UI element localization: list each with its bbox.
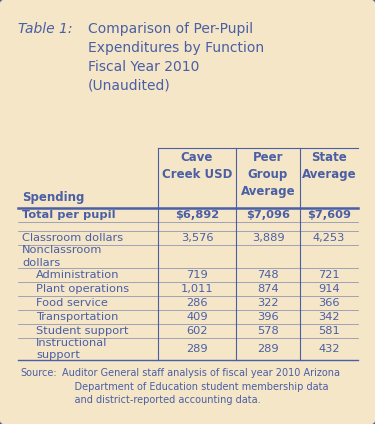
Text: 366: 366 bbox=[318, 298, 340, 308]
Text: Administration: Administration bbox=[36, 270, 120, 280]
Text: 432: 432 bbox=[318, 344, 340, 354]
Text: State
Average: State Average bbox=[302, 151, 356, 181]
Text: 289: 289 bbox=[186, 344, 208, 354]
Text: Instructional
support: Instructional support bbox=[36, 338, 107, 360]
Text: 748: 748 bbox=[257, 270, 279, 280]
Text: 874: 874 bbox=[257, 284, 279, 294]
Text: $7,609: $7,609 bbox=[307, 210, 351, 220]
Text: Cave
Creek USD: Cave Creek USD bbox=[162, 151, 232, 181]
Text: 581: 581 bbox=[318, 326, 340, 336]
Text: 289: 289 bbox=[257, 344, 279, 354]
Text: Student support: Student support bbox=[36, 326, 129, 336]
Text: 578: 578 bbox=[257, 326, 279, 336]
Text: 286: 286 bbox=[186, 298, 208, 308]
Text: Source:: Source: bbox=[20, 368, 57, 378]
Text: Nonclassroom
dollars: Nonclassroom dollars bbox=[22, 245, 102, 268]
Text: Auditor General staff analysis of fiscal year 2010 Arizona
    Department of Edu: Auditor General staff analysis of fiscal… bbox=[62, 368, 340, 405]
Text: 721: 721 bbox=[318, 270, 340, 280]
Text: Plant operations: Plant operations bbox=[36, 284, 129, 294]
Text: Total per pupil: Total per pupil bbox=[22, 210, 116, 220]
Text: 409: 409 bbox=[186, 312, 208, 322]
Text: 3,889: 3,889 bbox=[252, 233, 284, 243]
Text: 602: 602 bbox=[186, 326, 208, 336]
Text: Food service: Food service bbox=[36, 298, 108, 308]
Text: 1,011: 1,011 bbox=[181, 284, 213, 294]
Text: 4,253: 4,253 bbox=[313, 233, 345, 243]
Text: 3,576: 3,576 bbox=[181, 233, 213, 243]
Text: Table 1:: Table 1: bbox=[18, 22, 72, 36]
Text: 396: 396 bbox=[257, 312, 279, 322]
Text: 914: 914 bbox=[318, 284, 340, 294]
Text: 322: 322 bbox=[257, 298, 279, 308]
Text: $7,096: $7,096 bbox=[246, 210, 290, 220]
Text: Transportation: Transportation bbox=[36, 312, 118, 322]
Text: 719: 719 bbox=[186, 270, 208, 280]
Text: Comparison of Per-Pupil
Expenditures by Function
Fiscal Year 2010
(Unaudited): Comparison of Per-Pupil Expenditures by … bbox=[88, 22, 264, 93]
Text: Spending: Spending bbox=[22, 191, 84, 204]
Text: 342: 342 bbox=[318, 312, 340, 322]
Text: Classroom dollars: Classroom dollars bbox=[22, 233, 123, 243]
Text: $6,892: $6,892 bbox=[175, 210, 219, 220]
Text: Peer
Group
Average: Peer Group Average bbox=[241, 151, 296, 198]
